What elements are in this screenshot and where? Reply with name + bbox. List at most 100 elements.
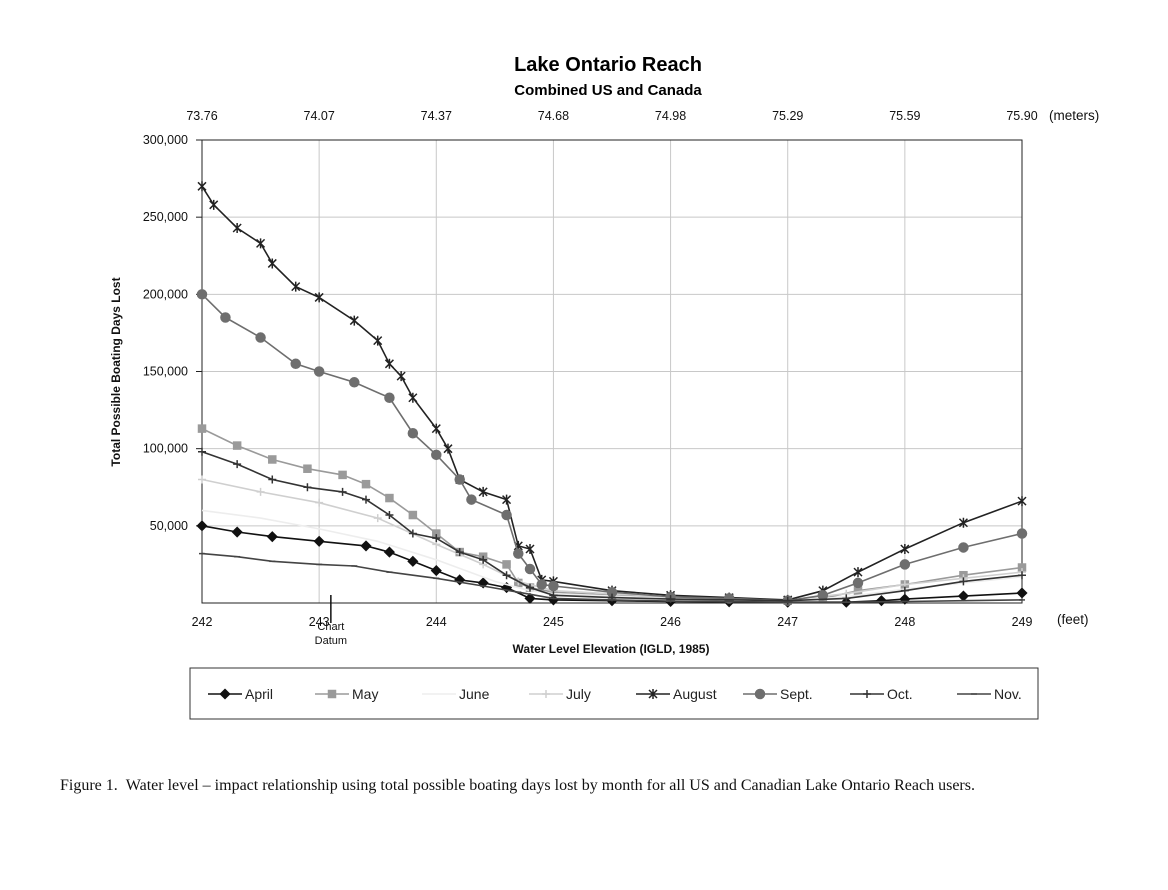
data-point [431,449,442,461]
data-point [648,689,658,699]
top-tick-label: 74.68 [538,109,569,123]
chart-subtitle: Combined US and Canada [514,82,702,99]
data-point [407,427,419,439]
data-point [431,423,441,434]
data-point [478,486,488,497]
top-tick-label: 75.90 [1006,109,1037,123]
data-point [220,312,231,323]
y-tick-label: 150,000 [143,365,188,379]
series-lines [196,181,1028,608]
data-point [303,464,312,473]
data-point [256,238,266,249]
chart: Lake Ontario Reach Combined US and Canad… [109,54,1099,720]
y-tick-label: 200,000 [143,287,188,301]
data-point [198,475,206,484]
data-point [327,689,337,699]
data-point [303,483,312,492]
data-point [338,487,347,496]
data-point [232,222,242,233]
series-line [201,185,1023,601]
data-point [291,281,301,292]
data-point [373,335,383,346]
y-tick-label: 300,000 [143,133,188,147]
caption-text: Water level – impact relationship using … [125,777,975,794]
top-tick-label: 74.98 [655,109,686,123]
data-point [466,494,477,505]
data-point [197,181,207,192]
data-point [1018,571,1026,580]
data-point [349,377,360,388]
figure-caption: Figure 1. Water level – impact relations… [60,775,1150,796]
data-point [256,487,265,496]
y-tick-label: 250,000 [143,210,188,224]
data-point [958,542,969,553]
data-point [408,510,418,520]
data-point [1016,528,1028,539]
legend-item: July [529,686,591,702]
x-tick-label: 247 [777,615,798,629]
y-axis-title: Total Possible Boating Days Lost [109,277,123,466]
data-point [842,594,851,603]
x-tick-label: 248 [894,615,915,629]
data-point [536,579,547,590]
data-point [197,424,207,433]
legend-label: June [459,686,490,702]
x-tick-label: 243 [309,615,330,629]
data-point [232,441,242,450]
data-point [384,358,394,369]
legend: April May June July August Sept. Oct. Nov. [189,667,1039,720]
data-point [548,580,559,592]
legend-label: Oct. [887,686,913,702]
legend-label: Nov. [994,686,1022,702]
data-point [231,526,243,538]
data-point [959,577,968,586]
data-point [875,595,887,607]
data-point [385,511,394,520]
data-point [233,460,242,469]
data-point [1016,587,1028,599]
y-tick-label: 100,000 [143,442,188,456]
chart-datum-label: Chart [317,621,344,633]
legend-label: July [566,686,591,702]
data-point [863,690,871,698]
data-point [525,543,535,554]
data-point [900,543,910,554]
data-point [315,498,324,507]
legend-item: Oct. [850,686,913,702]
data-point [385,493,394,503]
data-point [479,555,488,564]
top-axis-unit: (meters) [1049,108,1099,123]
series-line [201,293,1023,602]
caption-label: Figure 1. [60,777,118,794]
data-point [361,479,371,489]
chart-title: Lake Ontario Reach [514,54,702,76]
series-sept [196,289,1028,606]
series-line [201,427,1023,602]
top-tick-label: 73.76 [186,109,217,123]
x-tick-label: 242 [192,615,213,629]
data-point [313,366,325,377]
legend-item: May [315,686,378,702]
data-point [362,495,370,504]
legend-label: Sept. [780,686,813,702]
legend-item: August [636,686,717,702]
x-axis-title: Water Level Elevation (IGLD, 1985) [513,642,710,656]
legend-label: August [673,686,717,702]
data-point [957,590,969,602]
legend-item: June [422,686,490,702]
data-point [853,586,863,595]
grid [202,140,1022,603]
series-oct [198,447,1026,605]
legend-item: April [208,686,273,702]
data-point [443,443,453,454]
data-point [373,514,382,523]
data-point [542,690,550,698]
data-point [408,392,418,403]
series-may [197,424,1027,605]
data-point [396,371,406,382]
y-tick-label: 50,000 [150,519,188,533]
legend-label: April [245,686,273,702]
axes: 242 73.76 243 74.07 244 74.37 245 74.68 246 74.98… [143,109,1038,647]
chart-datum-label: Datum [315,635,347,647]
data-point [783,596,792,605]
